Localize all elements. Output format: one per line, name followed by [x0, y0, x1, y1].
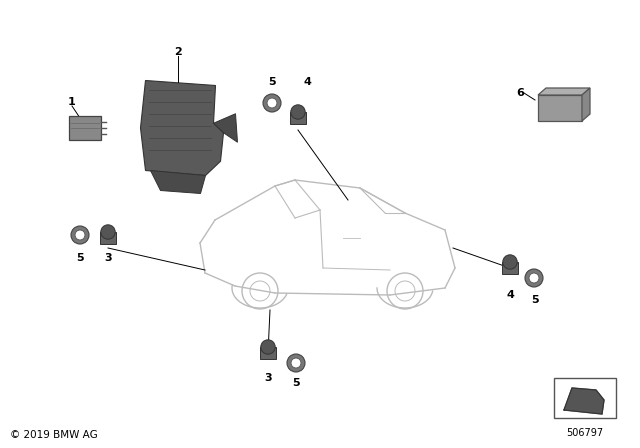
- Text: 3: 3: [264, 373, 272, 383]
- Polygon shape: [260, 347, 276, 359]
- Polygon shape: [290, 112, 306, 124]
- Circle shape: [263, 94, 281, 112]
- Text: 4: 4: [506, 290, 514, 300]
- Text: 4: 4: [303, 77, 311, 87]
- Bar: [554, 378, 616, 418]
- Ellipse shape: [503, 255, 517, 269]
- Text: 506797: 506797: [566, 428, 604, 438]
- Ellipse shape: [291, 105, 305, 119]
- Ellipse shape: [101, 225, 115, 239]
- Text: 5: 5: [531, 295, 539, 305]
- Polygon shape: [214, 114, 237, 142]
- Bar: [538, 95, 582, 121]
- Text: 5: 5: [76, 253, 84, 263]
- Text: 6: 6: [516, 88, 524, 98]
- Polygon shape: [150, 171, 205, 194]
- Polygon shape: [100, 232, 116, 244]
- Ellipse shape: [261, 340, 275, 354]
- Circle shape: [71, 226, 89, 244]
- Circle shape: [75, 230, 85, 240]
- Polygon shape: [582, 88, 590, 121]
- Text: 1: 1: [68, 97, 76, 107]
- Bar: [69, 116, 101, 140]
- Text: 5: 5: [292, 378, 300, 388]
- Text: 5: 5: [268, 77, 276, 87]
- Circle shape: [291, 358, 301, 368]
- Polygon shape: [538, 88, 590, 95]
- Text: © 2019 BMW AG: © 2019 BMW AG: [10, 430, 98, 440]
- Circle shape: [525, 269, 543, 287]
- Text: 3: 3: [104, 253, 112, 263]
- Polygon shape: [564, 388, 604, 414]
- Polygon shape: [141, 81, 223, 176]
- Text: 2: 2: [174, 47, 182, 57]
- Circle shape: [287, 354, 305, 372]
- Circle shape: [529, 273, 539, 283]
- Circle shape: [267, 98, 277, 108]
- Polygon shape: [502, 262, 518, 274]
